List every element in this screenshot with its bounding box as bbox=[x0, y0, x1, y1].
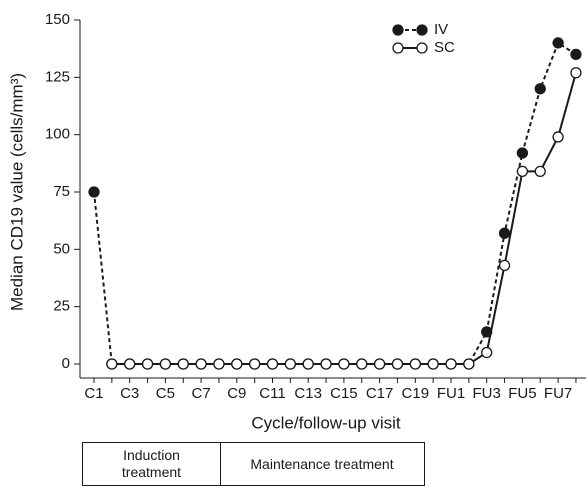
marker bbox=[141, 358, 154, 370]
series-line bbox=[93, 41, 577, 365]
marker bbox=[498, 259, 511, 272]
legend-marker bbox=[416, 24, 428, 36]
marker bbox=[516, 147, 529, 159]
y-tick-label: 100 bbox=[45, 126, 70, 143]
marker bbox=[356, 358, 368, 370]
legend-marker bbox=[416, 42, 428, 54]
x-tick-label: C19 bbox=[402, 385, 430, 402]
marker bbox=[231, 358, 243, 370]
y-tick-label: 0 bbox=[62, 355, 70, 372]
marker bbox=[570, 67, 582, 79]
x-tick-label: FU1 bbox=[437, 385, 465, 402]
x-tick-label: C7 bbox=[192, 385, 211, 402]
marker bbox=[409, 358, 421, 370]
marker bbox=[552, 37, 564, 49]
phase-cell: Induction treatment bbox=[82, 442, 221, 486]
marker bbox=[463, 358, 475, 370]
marker bbox=[195, 358, 207, 370]
x-axis-title: Cycle/follow-up visit bbox=[251, 413, 401, 432]
x-tick-label: FU3 bbox=[473, 385, 501, 402]
x-tick-label: C9 bbox=[227, 385, 246, 402]
marker bbox=[445, 358, 457, 370]
y-tick-label: 125 bbox=[45, 68, 70, 85]
x-tick-label: C1 bbox=[84, 385, 103, 402]
marker bbox=[320, 358, 332, 370]
marker bbox=[124, 358, 136, 370]
y-tick-label: 75 bbox=[53, 183, 70, 200]
marker bbox=[338, 358, 350, 370]
marker bbox=[534, 83, 546, 95]
marker bbox=[570, 48, 582, 61]
x-tick-label: FU7 bbox=[544, 385, 572, 402]
x-tick-label: C11 bbox=[259, 385, 285, 402]
y-axis-title: Median CD19 value (cells/mm³) bbox=[7, 73, 26, 311]
phase-cell: Maintenance treatment bbox=[220, 442, 425, 486]
marker bbox=[284, 358, 297, 370]
y-tick-label: 50 bbox=[53, 240, 70, 257]
chart: Cycle/follow-up visit Median CD19 value … bbox=[7, 11, 586, 432]
x-tick-label: C5 bbox=[156, 385, 175, 402]
marker bbox=[213, 358, 225, 370]
legend-label: SC bbox=[434, 39, 455, 56]
marker bbox=[159, 358, 172, 370]
marker bbox=[534, 165, 546, 178]
series-line bbox=[111, 72, 577, 365]
marker bbox=[516, 165, 529, 178]
marker bbox=[177, 358, 189, 370]
marker bbox=[391, 358, 404, 370]
legend-label: IV bbox=[434, 21, 448, 38]
x-tick-label: C17 bbox=[366, 385, 394, 402]
marker bbox=[481, 346, 493, 359]
x-tick-label: C3 bbox=[120, 385, 139, 402]
legend-marker bbox=[392, 24, 404, 36]
x-tick-label: C15 bbox=[330, 385, 358, 402]
marker bbox=[248, 358, 261, 370]
marker bbox=[88, 186, 100, 198]
marker bbox=[266, 358, 279, 370]
marker bbox=[302, 358, 314, 370]
marker bbox=[498, 227, 511, 239]
x-tick-label: FU5 bbox=[508, 385, 536, 402]
y-tick-label: 150 bbox=[45, 11, 70, 28]
marker bbox=[552, 131, 564, 143]
marker bbox=[427, 358, 439, 370]
y-tick-label: 25 bbox=[53, 298, 70, 315]
marker bbox=[106, 358, 118, 370]
legend-marker bbox=[392, 42, 404, 54]
marker bbox=[373, 358, 386, 370]
x-tick-label: C13 bbox=[294, 385, 322, 402]
